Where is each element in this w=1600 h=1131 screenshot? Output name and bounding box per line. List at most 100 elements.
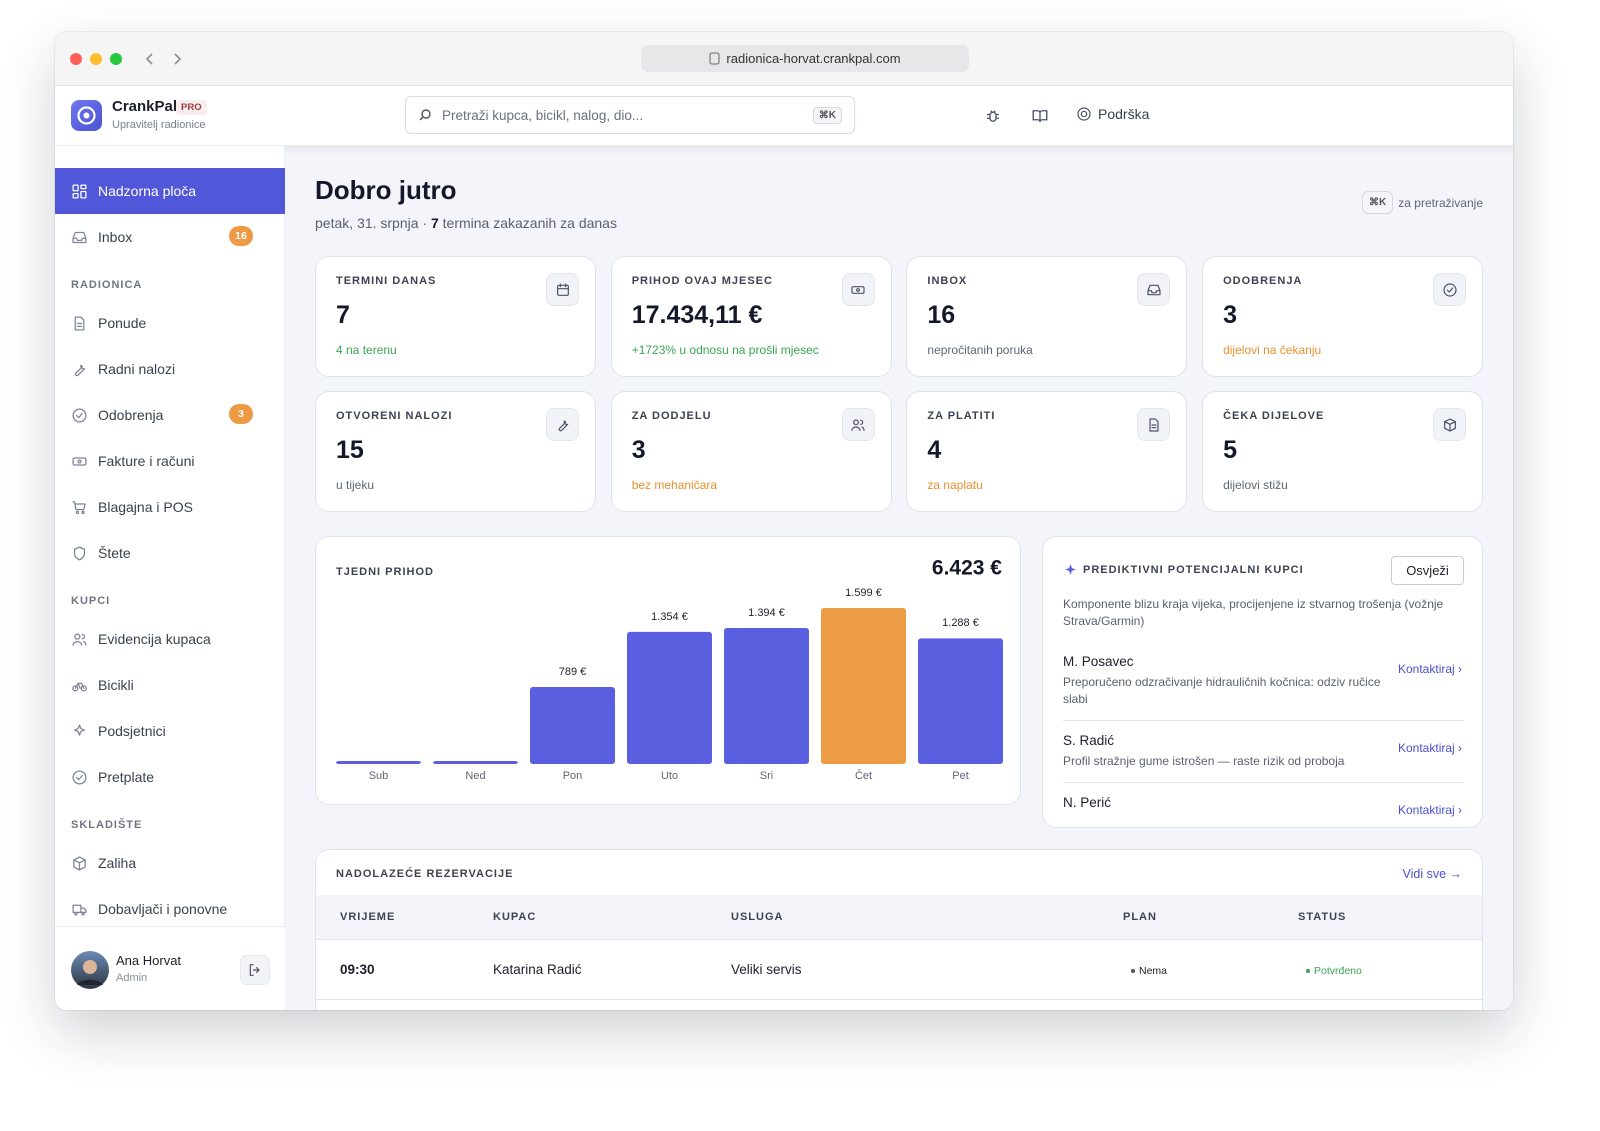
stat-icon (1433, 408, 1467, 441)
app-logo[interactable] (71, 100, 102, 131)
nav-item[interactable]: Štete (55, 530, 285, 576)
nav-label: Bicikli (98, 677, 134, 693)
weekly-revenue-card: TJEDNI PRIHOD 6.423 € Sub Ned 789 € Pon 1.35… (315, 536, 1021, 805)
nav-item[interactable]: Podsjetnici (55, 708, 285, 754)
forward-button[interactable] (171, 52, 183, 66)
support-button[interactable]: Podrška (1076, 106, 1149, 122)
x-tick-label: Pet (952, 770, 969, 782)
zoom-button[interactable] (110, 53, 122, 65)
nav-label: Evidencija kupaca (98, 631, 211, 647)
shortcut-key: ⌘K (1362, 191, 1394, 214)
debug-button[interactable] (984, 107, 1002, 125)
contact-link[interactable]: Kontaktiraj › (1398, 741, 1463, 755)
nav-item[interactable]: Evidencija kupaca (55, 616, 285, 662)
icon (558, 419, 568, 431)
icon (72, 769, 87, 785)
icon-shape (80, 684, 87, 691)
nav-item[interactable]: Ponude (55, 300, 285, 346)
status-pill: Potvrđeno (1306, 965, 1362, 977)
icon-shape (72, 183, 79, 191)
icon (1149, 417, 1159, 432)
table-cell: Katarina Radić (493, 939, 731, 999)
logout-button[interactable] (240, 955, 270, 985)
icon-shape (989, 111, 997, 122)
shortcut-text: za pretraživanje (1398, 195, 1483, 210)
search-shortcut: ⌘K (812, 106, 842, 124)
icon-shape (75, 510, 80, 514)
icon (72, 904, 87, 916)
nav-item[interactable]: Zaliha (55, 840, 285, 886)
sidebar: Nadzorna ploča Inbox 16 RADIONICA Ponude Radn… (55, 146, 285, 1010)
bar (821, 608, 906, 764)
reservations-card: NADOLAZEĆE REZERVACIJE Vidi sve → VRIJEM… (315, 849, 1483, 1010)
bar (336, 761, 421, 764)
lead-name: S. Radić (1063, 733, 1115, 748)
user-avatar[interactable] (71, 951, 109, 989)
search-icon (419, 109, 431, 121)
lead-info: N. Perić (1063, 795, 1388, 817)
icon-shape (72, 237, 87, 241)
icon-shape (76, 774, 83, 780)
nav-item[interactable]: Odobrenja 3 (55, 392, 285, 438)
nav-item[interactable]: Radni nalozi (55, 346, 285, 392)
stat-note: +1723% u odnosu na prošli mjesec (631, 343, 819, 357)
nav-item[interactable]: Dobavljači i ponovne (55, 886, 285, 932)
address-bar[interactable]: radionica-horvat.crankpal.com (641, 45, 969, 72)
icon-shape (1446, 286, 1453, 293)
refresh-button[interactable]: Osvježi (1391, 556, 1464, 585)
nav-item[interactable]: Blagajna i POS (55, 484, 285, 530)
close-button[interactable] (70, 53, 82, 65)
nav-item[interactable]: Pretplate (55, 754, 285, 800)
icon-shape (1065, 564, 1076, 575)
icon-shape (73, 723, 86, 736)
icon-shape (73, 858, 86, 871)
support-icon (1077, 107, 1091, 121)
cell-text: 09:30 (340, 961, 375, 977)
stat-value: 15 (336, 436, 364, 464)
nav-item[interactable]: Fakture i računi (55, 438, 285, 484)
bar (433, 761, 518, 764)
column-header: USLUGA (731, 910, 784, 923)
view-all-link[interactable]: Vidi sve → (1402, 867, 1462, 881)
lead-name: N. Perić (1063, 795, 1112, 810)
nav-item[interactable]: Inbox 16 (55, 214, 285, 260)
icon-shape (72, 456, 87, 466)
stat-value: 7 (336, 301, 350, 329)
nav-item[interactable]: Bicikli (55, 662, 285, 708)
stat-value: 16 (927, 301, 956, 329)
icon-shape (709, 52, 720, 65)
icon (72, 456, 87, 466)
nav-item[interactable]: Nadzorna ploča (55, 168, 285, 214)
nav-section-title: SKLADIŠTE (71, 819, 143, 831)
icon (73, 545, 86, 561)
predictive-title: PREDIKTIVNI POTENCIJALNI KUPCI (1083, 564, 1304, 576)
contact-link[interactable]: Kontaktiraj › (1398, 662, 1463, 676)
avatar-face (83, 960, 97, 974)
icon (72, 231, 87, 243)
icon-shape (1080, 110, 1088, 118)
contact-link[interactable]: Kontaktiraj › (1398, 803, 1463, 817)
nav-label: Podsjetnici (98, 723, 166, 739)
page-icon (709, 52, 720, 65)
logout-icon (249, 964, 260, 976)
stat-note: za naplatu (927, 478, 983, 492)
user-panel: Ana Horvat Admin (55, 926, 285, 1010)
icon-shape (73, 545, 86, 561)
icon-shape (851, 425, 861, 431)
reservations-title: NADOLAZEĆE REZERVACIJE (336, 868, 514, 880)
column-header: VRIJEME (340, 910, 396, 923)
x-tick-label: Sub (369, 770, 389, 782)
lead-info: S. Radić Profil stražnje gume istrošen — … (1063, 733, 1388, 770)
back-button[interactable] (144, 52, 156, 66)
icon (1147, 284, 1161, 295)
plan-badge: PRO (176, 100, 207, 115)
docs-button[interactable] (1031, 107, 1049, 125)
icon-shape (72, 192, 79, 199)
minimize-button[interactable] (90, 53, 102, 65)
search-box[interactable]: Pretraži kupca, bicikl, nalog, dio... ⌘K (405, 96, 855, 134)
icon-shape (1149, 417, 1159, 432)
browser-titlebar: radionica-horvat.crankpal.com (55, 32, 1513, 86)
icon-shape (74, 682, 85, 689)
nav-label: Zaliha (98, 855, 137, 871)
